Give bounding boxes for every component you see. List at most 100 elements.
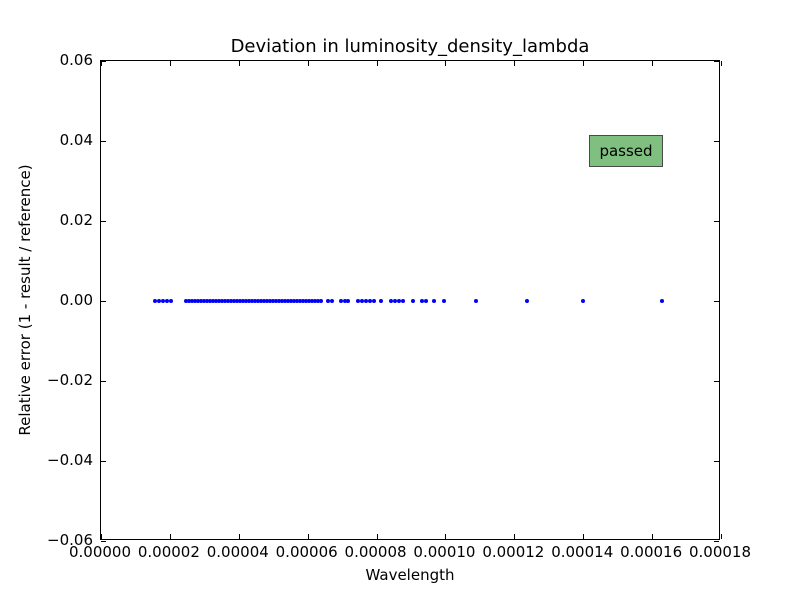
data-point <box>161 299 165 303</box>
y-tick-mark <box>101 541 106 542</box>
data-point <box>249 299 254 303</box>
data-point <box>342 299 347 303</box>
data-point <box>298 299 303 303</box>
y-tick-mark <box>714 381 719 382</box>
data-point <box>247 299 252 303</box>
data-point <box>231 299 236 303</box>
x-tick-label: 0.00014 <box>551 543 614 561</box>
chart-title: Deviation in luminosity_density_lambda <box>230 36 590 57</box>
data-point <box>265 299 270 303</box>
y-tick-mark <box>714 61 719 62</box>
x-tick-mark <box>514 534 516 539</box>
data-point <box>198 299 203 303</box>
y-tick-mark <box>101 221 106 222</box>
y-tick-mark <box>101 301 106 302</box>
x-tick-mark <box>101 534 102 539</box>
data-point <box>244 299 248 303</box>
data-point <box>210 299 215 303</box>
x-tick-mark <box>721 534 722 539</box>
x-tick-label: 0.00016 <box>620 543 683 561</box>
x-tick-mark <box>101 61 102 66</box>
data-point <box>282 299 287 303</box>
data-point <box>165 299 170 303</box>
x-tick-mark <box>652 534 654 539</box>
y-tick-mark <box>101 381 106 382</box>
data-point <box>660 299 665 303</box>
y-tick-label: −0.04 <box>47 451 93 469</box>
x-axis-label: Wavelength <box>365 566 455 584</box>
x-tick-mark <box>445 534 447 539</box>
y-tick-label: −0.02 <box>47 371 93 389</box>
y-tick-mark <box>714 141 719 142</box>
y-tick-mark <box>101 461 106 462</box>
x-tick-mark <box>721 61 722 66</box>
y-tick-label: −0.06 <box>47 531 93 549</box>
data-point <box>207 299 212 303</box>
status-badge: passed <box>589 135 663 167</box>
data-point <box>401 299 406 303</box>
data-point <box>156 299 161 303</box>
data-point <box>235 299 240 303</box>
x-tick-label: 0.00018 <box>688 543 752 561</box>
data-point <box>217 299 222 303</box>
x-tick-mark <box>238 61 240 66</box>
data-point <box>291 299 296 303</box>
y-tick-mark <box>714 221 719 222</box>
data-point <box>325 299 330 303</box>
data-point <box>355 299 360 303</box>
x-tick-label: 0.00008 <box>344 543 407 561</box>
data-point <box>392 299 397 303</box>
x-tick-mark <box>307 61 309 66</box>
data-point <box>270 299 275 303</box>
x-tick-mark <box>445 61 447 66</box>
data-point <box>261 299 266 303</box>
data-point <box>442 299 447 303</box>
data-point <box>252 299 257 303</box>
data-point <box>420 299 425 303</box>
data-point <box>153 299 158 303</box>
x-tick-label: 0.00000 <box>68 543 132 561</box>
data-point <box>223 299 227 303</box>
x-tick-mark <box>514 61 516 66</box>
x-tick-labels: 0.00000 0.00002 0.00004 0.00006 0.00008 0.000… <box>69 543 751 561</box>
data-point <box>580 299 585 303</box>
x-tick-mark <box>238 534 240 539</box>
data-point <box>256 299 261 303</box>
data-point <box>228 299 233 303</box>
data-point <box>280 299 285 303</box>
data-point <box>294 299 299 303</box>
y-tick-labels: 0.06 0.04 0.02 0.00 −0.02 −0.04 −0.06 <box>0 51 93 549</box>
x-tick-mark <box>652 61 654 66</box>
data-point <box>411 299 416 303</box>
data-point <box>330 299 335 303</box>
data-point <box>226 299 231 303</box>
data-point <box>379 299 384 303</box>
data-point <box>389 299 394 303</box>
data-point <box>312 299 317 303</box>
y-tick-mark <box>714 301 719 302</box>
data-point <box>360 299 365 303</box>
x-tick-label: 0.00012 <box>482 543 545 561</box>
data-point <box>168 299 173 303</box>
x-tick-mark <box>169 534 171 539</box>
data-point <box>372 299 377 303</box>
data-point <box>423 299 428 303</box>
data-point <box>368 299 372 303</box>
data-point <box>396 299 401 303</box>
data-point <box>300 299 305 303</box>
data-point <box>219 299 224 303</box>
x-tick-mark <box>169 61 171 66</box>
data-point <box>214 299 219 303</box>
y-tick-label: 0.06 <box>59 51 93 69</box>
plot-area: passed <box>100 60 722 542</box>
data-point <box>193 299 198 303</box>
data-point <box>303 299 308 303</box>
data-point <box>259 299 264 303</box>
data-point <box>186 299 191 303</box>
x-tick-label: 0.00010 <box>413 543 476 561</box>
data-point <box>205 299 210 303</box>
y-tick-label: 0.04 <box>59 131 93 149</box>
data-point <box>363 299 368 303</box>
y-tick-mark <box>714 541 719 542</box>
